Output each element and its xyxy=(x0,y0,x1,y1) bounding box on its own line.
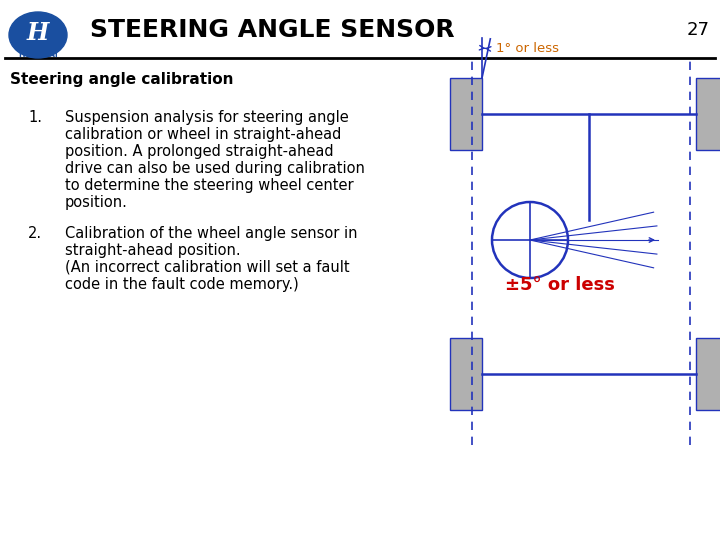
Text: calibration or wheel in straight-ahead: calibration or wheel in straight-ahead xyxy=(65,127,341,142)
Text: Suspension analysis for steering angle: Suspension analysis for steering angle xyxy=(65,110,348,125)
Text: Calibration of the wheel angle sensor in: Calibration of the wheel angle sensor in xyxy=(65,226,358,241)
Bar xyxy=(696,338,720,410)
Text: Steering angle calibration: Steering angle calibration xyxy=(10,72,233,87)
Text: H: H xyxy=(27,21,49,45)
Text: HYUNDAI: HYUNDAI xyxy=(18,50,58,59)
Text: to determine the steering wheel center: to determine the steering wheel center xyxy=(65,178,354,193)
Text: 1° or less: 1° or less xyxy=(496,42,559,55)
Text: straight-ahead position.: straight-ahead position. xyxy=(65,243,240,258)
Text: 27: 27 xyxy=(687,21,710,39)
Text: (An incorrect calibration will set a fault: (An incorrect calibration will set a fau… xyxy=(65,260,350,275)
Bar xyxy=(696,78,720,150)
Bar xyxy=(450,78,482,150)
Text: position.: position. xyxy=(65,195,128,210)
Text: 1.: 1. xyxy=(28,110,42,125)
Text: position. A prolonged straight-ahead: position. A prolonged straight-ahead xyxy=(65,144,333,159)
Text: STEERING ANGLE SENSOR: STEERING ANGLE SENSOR xyxy=(90,18,454,42)
Ellipse shape xyxy=(9,12,67,58)
Text: drive can also be used during calibration: drive can also be used during calibratio… xyxy=(65,161,365,176)
Bar xyxy=(450,338,482,410)
Text: code in the fault code memory.): code in the fault code memory.) xyxy=(65,277,299,292)
Text: 2.: 2. xyxy=(28,226,42,241)
Text: ±5° or less: ±5° or less xyxy=(505,276,615,294)
